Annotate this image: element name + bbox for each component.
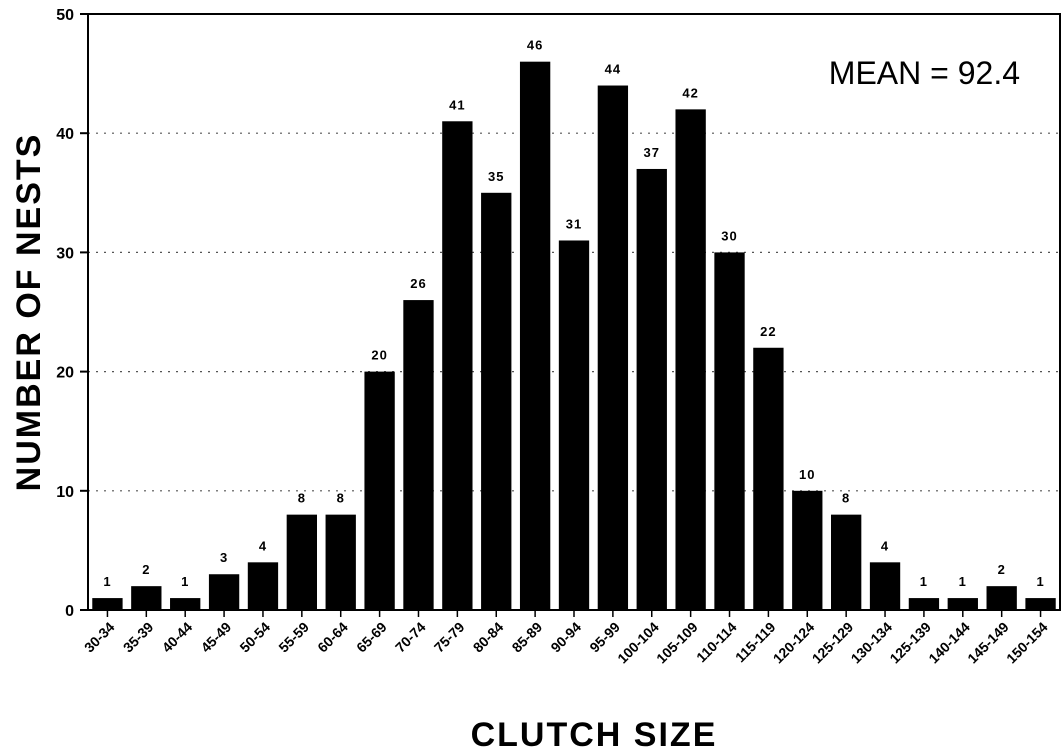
x-tick-label: 50-54 [236,619,273,656]
bar [675,109,706,611]
y-axis-ticks: 0 10 20 30 40 50 [56,7,88,620]
bar [792,490,823,610]
data-label: 4 [259,538,267,553]
x-tick-label: 125-129 [809,619,857,667]
y-axis-title: NUMBER OF NESTS [10,133,48,492]
bar [947,598,978,610]
x-tick-label: 60-64 [314,619,351,656]
x-tick-label: 70-74 [392,619,429,656]
data-label: 1 [181,574,189,589]
x-tick-label: 150-154 [1003,619,1051,667]
bar [208,574,240,610]
bar [325,514,356,610]
data-label: 22 [760,324,776,339]
x-tick-label: 110-114 [693,619,740,666]
bar [131,586,162,610]
data-label: 30 [721,228,737,243]
bar [908,598,940,610]
bar [1025,598,1056,610]
data-label: 2 [998,562,1006,577]
bar [442,121,473,610]
data-label: 1 [1036,574,1044,589]
x-tick-label: 95-99 [586,619,623,656]
x-tick-label: 140-144 [925,619,973,667]
data-label: 37 [644,145,660,160]
x-tick-label: 85-89 [509,619,546,656]
x-tick-label: 90-94 [547,619,584,656]
data-label: 4 [881,538,889,553]
x-tick-label: 35-39 [120,619,157,656]
bar [753,347,784,610]
x-tick-label: 120-124 [770,619,818,667]
data-label: 31 [566,216,582,231]
data-label: 2 [142,562,150,577]
bar [92,598,123,610]
data-label: 8 [298,491,306,506]
data-label: 35 [488,169,504,184]
x-tick-label: 130-134 [848,619,896,667]
x-tick-label: 55-59 [275,619,312,656]
bar [869,562,901,610]
bar [247,562,279,610]
x-tick-label: 125-139 [886,619,934,667]
bar [636,168,667,610]
data-label: 8 [842,491,850,506]
data-label: 10 [799,467,815,482]
bar [986,586,1017,610]
x-axis-title: CLUTCH SIZE [471,716,718,753]
y-tick-label: 30 [56,245,74,262]
data-label: 20 [371,348,387,363]
bar [519,61,551,611]
bars [92,61,1056,611]
x-tick-label: 105-109 [653,619,701,667]
plot-frame [87,13,1061,611]
data-label: 8 [337,491,345,506]
data-label: 26 [410,276,426,291]
bar [364,371,395,610]
data-label: 1 [959,574,967,589]
y-tick-label: 50 [56,7,74,24]
data-label: 3 [220,550,228,565]
bar [170,598,201,610]
y-tick-label: 40 [56,126,74,143]
x-tick-label: 45-49 [198,619,235,656]
data-label: 41 [449,97,465,112]
data-label: 42 [682,85,698,100]
bar [714,252,745,610]
data-label: 1 [103,574,111,589]
x-tick-label: 100-104 [614,619,662,667]
x-tick-label: 30-34 [81,619,118,656]
x-tick-label: 65-69 [353,619,390,656]
x-tick-label: 80-84 [470,619,507,656]
data-label: 1 [920,574,928,589]
data-label: 44 [605,62,621,77]
y-tick-label: 20 [56,365,74,382]
y-tick-label: 0 [65,603,74,620]
x-tick-label: 75-79 [431,619,468,656]
bar [481,192,512,611]
x-tick-label: 40-44 [159,619,196,656]
bar [403,300,434,610]
y-tick-label: 10 [56,484,74,501]
mean-annotation: MEAN = 92.4 [829,55,1020,91]
x-axis-ticks: 30-34 35-39 40-44 45-49 50-54 55-59 60-64 65-69… [81,610,1051,666]
bar [830,514,862,610]
bar [597,85,629,610]
data-label: 46 [527,38,543,53]
x-tick-label: 145-149 [964,619,1012,667]
bar [286,514,318,610]
bar [558,240,590,611]
